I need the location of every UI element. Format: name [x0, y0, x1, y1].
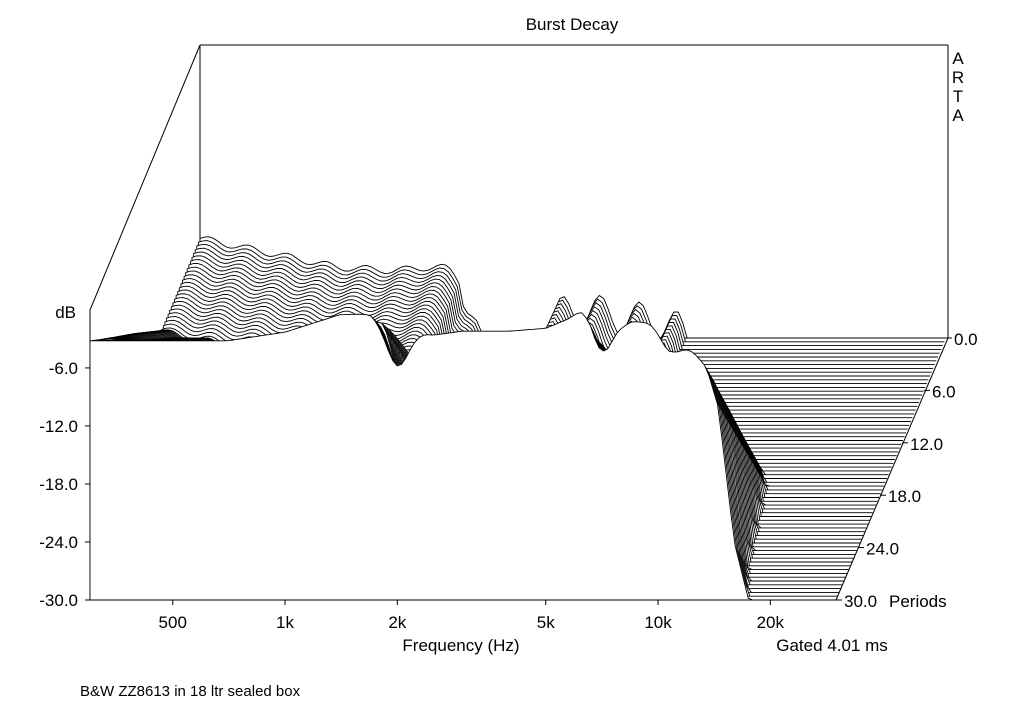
z-tick-label: -18.0	[39, 475, 78, 494]
z-tick-label: -12.0	[39, 417, 78, 436]
gate-label: Gated 4.01 ms	[776, 636, 888, 655]
time-axis-unit: Periods	[889, 592, 947, 611]
x-tick-label: 500	[159, 613, 187, 632]
watermark-letter: R	[952, 68, 964, 87]
z-tick-label: -30.0	[39, 591, 78, 610]
z-tick-labels: -6.0 -12.0 -18.0 -24.0 -30.0	[39, 359, 78, 610]
x-tick-label: 5k	[537, 613, 555, 632]
x-tick-label: 20k	[757, 613, 785, 632]
watermark-letter: A	[952, 106, 964, 125]
x-tick-label: 1k	[276, 613, 294, 632]
time-tick-labels: 0.0 6.0 12.0 18.0 24.0 30.0	[844, 330, 978, 611]
time-tick-label: 24.0	[866, 540, 899, 559]
time-tick-label: 12.0	[910, 435, 943, 454]
decay-slice	[89, 312, 836, 601]
x-tick-label: 10k	[644, 613, 672, 632]
chart-title: Burst Decay	[526, 15, 619, 34]
x-tick-label: 2k	[388, 613, 406, 632]
axis-ticks	[85, 337, 952, 605]
z-tick-label: -6.0	[49, 359, 78, 378]
x-tick-labels: 500 1k 2k 5k 10k 20k	[159, 613, 785, 632]
watermark-letter: T	[953, 87, 963, 106]
time-tick-label: 6.0	[932, 382, 956, 401]
watermark-letter: A	[952, 49, 964, 68]
time-tick-label: 18.0	[888, 487, 921, 506]
x-axis-label: Frequency (Hz)	[402, 636, 519, 655]
z-tick-label: -24.0	[39, 533, 78, 552]
time-tick-label: 30.0	[844, 592, 877, 611]
waterfall-slices	[89, 236, 946, 601]
frame-top-diagonal	[89, 44, 201, 311]
z-axis-label: dB	[55, 303, 76, 322]
frame-right-diagonal	[835, 337, 949, 601]
time-tick-label: 0.0	[954, 330, 978, 349]
chart-caption: B&W ZZ8613 in 18 ltr sealed box	[80, 683, 301, 700]
